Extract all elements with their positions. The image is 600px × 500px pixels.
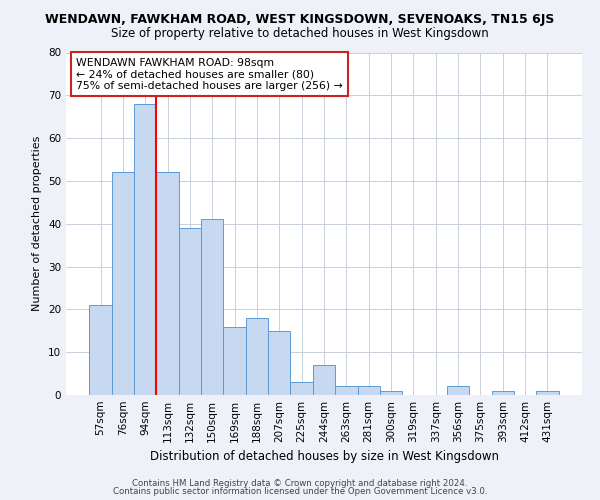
Bar [290, 382, 313, 395]
Bar [134, 104, 157, 395]
Bar [223, 326, 246, 395]
Bar [112, 172, 134, 395]
Bar [89, 305, 112, 395]
Bar [179, 228, 201, 395]
Bar [447, 386, 469, 395]
Text: Contains HM Land Registry data © Crown copyright and database right 2024.: Contains HM Land Registry data © Crown c… [132, 478, 468, 488]
X-axis label: Distribution of detached houses by size in West Kingsdown: Distribution of detached houses by size … [149, 450, 499, 464]
Bar [268, 331, 290, 395]
Bar [246, 318, 268, 395]
Text: Size of property relative to detached houses in West Kingsdown: Size of property relative to detached ho… [111, 28, 489, 40]
Bar [358, 386, 380, 395]
Text: Contains public sector information licensed under the Open Government Licence v3: Contains public sector information licen… [113, 487, 487, 496]
Bar [157, 172, 179, 395]
Bar [313, 365, 335, 395]
Bar [536, 390, 559, 395]
Bar [335, 386, 358, 395]
Bar [380, 390, 402, 395]
Text: WENDAWN FAWKHAM ROAD: 98sqm
← 24% of detached houses are smaller (80)
75% of sem: WENDAWN FAWKHAM ROAD: 98sqm ← 24% of det… [76, 58, 343, 91]
Y-axis label: Number of detached properties: Number of detached properties [32, 136, 43, 312]
Bar [491, 390, 514, 395]
Text: WENDAWN, FAWKHAM ROAD, WEST KINGSDOWN, SEVENOAKS, TN15 6JS: WENDAWN, FAWKHAM ROAD, WEST KINGSDOWN, S… [46, 12, 554, 26]
Bar [201, 220, 223, 395]
